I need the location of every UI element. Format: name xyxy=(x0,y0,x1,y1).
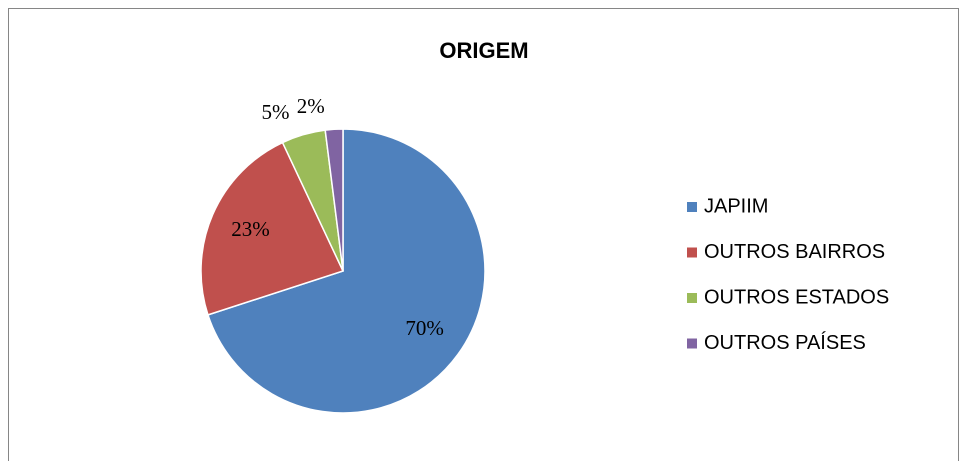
legend-label: OUTROS PAÍSES xyxy=(704,331,866,354)
legend-swatch xyxy=(687,293,697,303)
chart-border xyxy=(8,8,959,461)
legend-swatch xyxy=(687,338,697,349)
legend-label: OUTROS BAIRROS xyxy=(704,241,885,263)
pie-slice xyxy=(207,128,486,414)
legend-swatch xyxy=(687,247,697,258)
legend-swatch xyxy=(687,202,697,212)
pie-slice xyxy=(200,141,345,316)
data-label: 2% xyxy=(297,94,325,118)
legend-label: OUTROS ESTADOS xyxy=(704,286,889,308)
data-label: 5% xyxy=(261,100,289,124)
legend-label: JAPIIM xyxy=(704,195,768,217)
data-label: 70% xyxy=(405,316,444,340)
pie-slice xyxy=(324,128,344,272)
data-label: 23% xyxy=(231,217,270,241)
chart-title: ORIGEM xyxy=(439,38,528,63)
